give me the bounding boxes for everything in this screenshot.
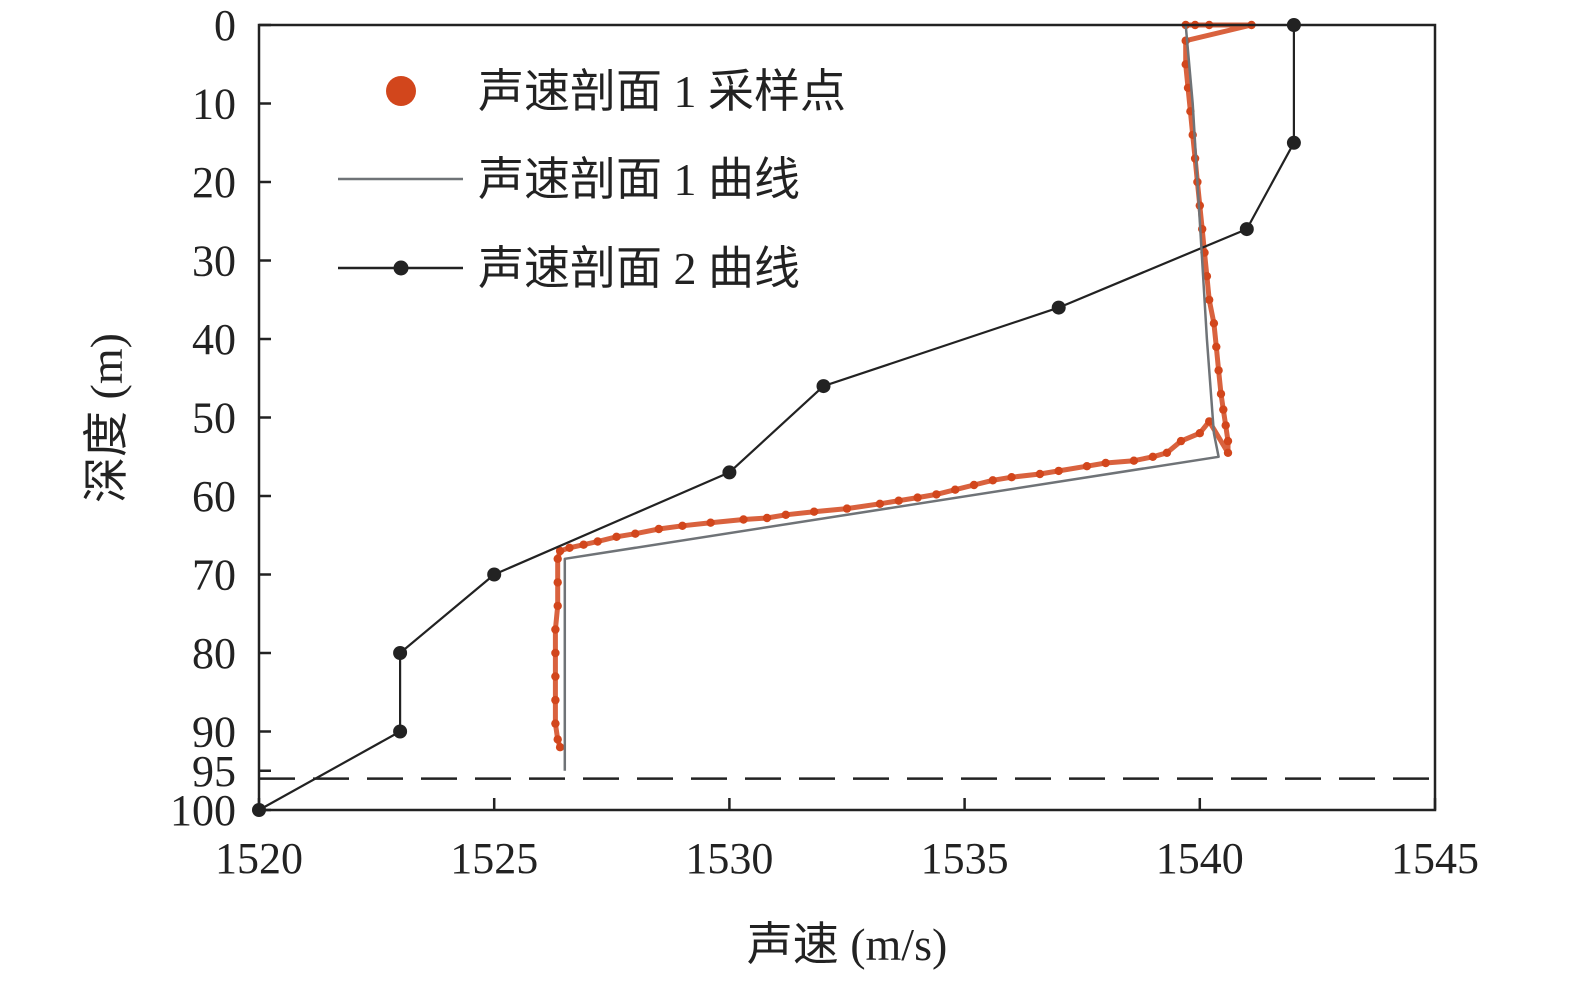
- sample-point: [1223, 448, 1233, 457]
- sample-point: [1219, 405, 1228, 414]
- sample-point: [551, 625, 560, 634]
- series-2-marker: [816, 379, 831, 394]
- sample-point: [1212, 342, 1221, 351]
- sample-point: [565, 543, 574, 552]
- y-tick-label: 90: [192, 708, 236, 757]
- sample-point: [932, 490, 941, 499]
- sample-point: [706, 518, 715, 527]
- sample-point: [555, 546, 565, 556]
- y-tick-label: 70: [192, 551, 236, 600]
- sample-point: [1221, 421, 1230, 430]
- sample-point: [988, 476, 997, 485]
- y-tick-label: 20: [192, 158, 236, 207]
- y-tick-label: 80: [192, 629, 236, 678]
- legend-marker-series-2-curve: [393, 260, 409, 276]
- legend-label-series-1-curve: 声速剖面 1 曲线: [478, 154, 800, 205]
- series-2-marker: [722, 465, 737, 480]
- sample-point: [1082, 462, 1092, 471]
- sample-point: [1176, 436, 1186, 446]
- series-2-marker: [1286, 135, 1301, 150]
- sample-point: [551, 672, 560, 681]
- y-tick-label: 10: [192, 80, 236, 129]
- series-2-marker: [393, 646, 408, 660]
- sample-point: [1202, 272, 1212, 281]
- sample-point: [1205, 295, 1214, 304]
- sample-point: [739, 515, 748, 524]
- x-tick-label: 1520: [215, 834, 303, 883]
- sample-point: [631, 529, 640, 538]
- y-tick-label: 30: [192, 237, 236, 286]
- sample-point: [1148, 452, 1158, 461]
- series-1-sample-trace: [552, 22, 1254, 750]
- sample-point: [913, 493, 922, 502]
- legend-label-series-1-samples: 声速剖面 1 采样点: [478, 66, 846, 117]
- sample-point: [678, 521, 687, 530]
- series-3-line: [258, 25, 1296, 811]
- y-tick-label: 0: [214, 1, 236, 50]
- sample-point: [1209, 319, 1219, 328]
- x-tick-label: 1545: [1391, 834, 1479, 883]
- sample-point: [1101, 458, 1110, 468]
- y-tick-label: 60: [192, 472, 236, 521]
- legend-marker-series-1-samples: [386, 76, 416, 106]
- series-2-marker: [487, 567, 502, 582]
- sample-point: [579, 540, 588, 549]
- y-tick-label: 50: [192, 394, 236, 443]
- x-tick-label: 1525: [450, 834, 538, 883]
- series-2-line: [563, 24, 1220, 771]
- legend-label-series-2-curve: 声速剖面 2 曲线: [478, 243, 800, 294]
- sample-point: [1205, 417, 1214, 426]
- sample-point: [762, 513, 772, 523]
- sample-point: [553, 578, 562, 587]
- sample-point: [551, 695, 560, 705]
- sample-point: [555, 743, 565, 752]
- sample-point: [951, 485, 960, 494]
- sample-point: [553, 735, 562, 744]
- x-tick-label: 1540: [1156, 834, 1244, 883]
- sample-point: [1195, 429, 1205, 438]
- sample-point: [593, 537, 602, 546]
- sample-point: [551, 719, 560, 728]
- sample-point: [969, 480, 979, 490]
- sample-point: [1216, 389, 1226, 399]
- x-tick-label: 1530: [685, 834, 773, 883]
- sample-point: [1214, 366, 1223, 375]
- sample-point: [551, 648, 560, 658]
- x-axis-title: 声速 (m/s): [747, 919, 948, 970]
- sample-point: [875, 499, 885, 508]
- series-2-marker: [1051, 300, 1066, 315]
- y-tick-label: 100: [170, 786, 236, 835]
- sample-point: [1162, 448, 1172, 457]
- sample-point: [1007, 473, 1016, 482]
- sample-point: [1035, 469, 1045, 479]
- y-axis-title: 深度 (m): [81, 333, 132, 503]
- sample-point: [612, 532, 621, 541]
- sample-point: [781, 510, 790, 519]
- sample-point: [1054, 466, 1063, 476]
- sample-point: [809, 507, 819, 516]
- sample-point: [1129, 456, 1139, 465]
- sample-point: [1223, 436, 1233, 446]
- y-tick-label: 40: [192, 315, 236, 364]
- sample-point: [654, 524, 663, 534]
- plot-frame: [257, 23, 1437, 812]
- series-2-marker: [393, 724, 408, 739]
- sample-point: [842, 504, 852, 513]
- sample-point: [894, 496, 903, 505]
- x-tick-label: 1535: [921, 834, 1009, 883]
- sample-point: [553, 554, 562, 563]
- series-2-marker: [1239, 222, 1254, 237]
- legend: 声速剖面 1 采样点 声速剖面 1 曲线 声速剖面 2 曲线: [338, 66, 846, 294]
- sample-point: [553, 601, 562, 611]
- y-tick-label: 95: [192, 747, 236, 796]
